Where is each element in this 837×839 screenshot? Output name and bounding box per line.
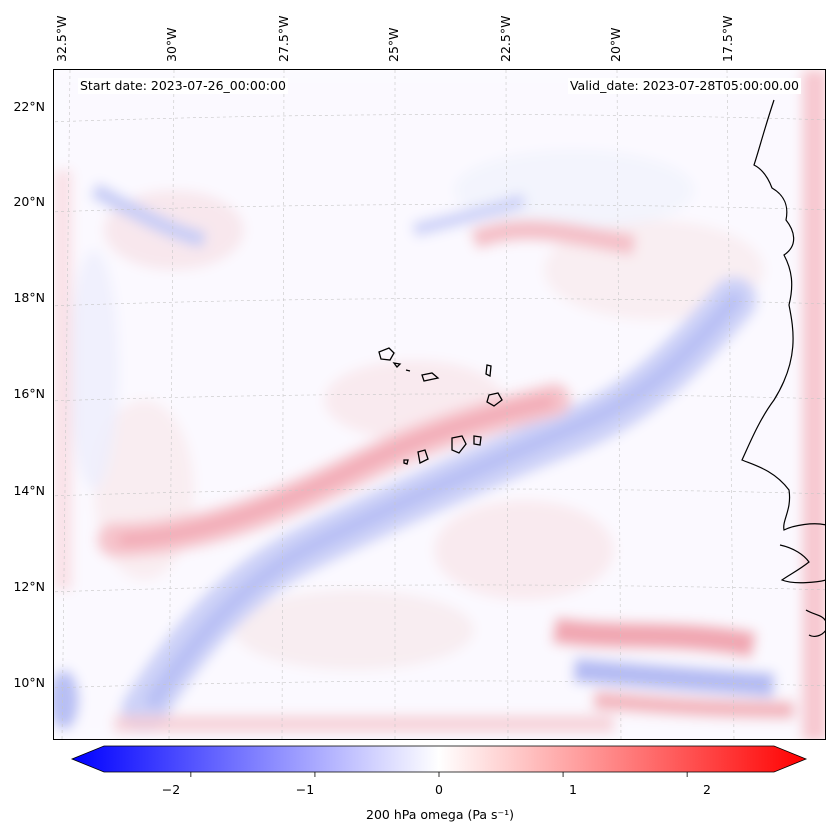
- map-frame[interactable]: [53, 69, 826, 740]
- lon-label-30w: 30°W: [164, 27, 179, 62]
- lat-label-10n: 10°N: [13, 675, 45, 690]
- lat-label-12n: 12°N: [13, 579, 45, 594]
- lon-label-25w: 25°W: [386, 27, 401, 62]
- colorbar-tick-2: 2: [703, 782, 711, 797]
- lat-label-14n: 14°N: [13, 483, 45, 498]
- lon-label-32-5w: 32.5°W: [54, 15, 69, 62]
- colorbar-bar: [70, 745, 808, 773]
- colorbar-tick-minus1: −1: [295, 782, 315, 797]
- omega-field: [54, 70, 825, 739]
- lon-label-27-5w: 27.5°W: [276, 15, 291, 62]
- lat-label-22n: 22°N: [13, 99, 45, 114]
- colorbar-ticks: [190, 772, 688, 777]
- start-date-label: Start date: 2023-07-26_00:00:00: [78, 78, 288, 94]
- valid-date-label: Valid_date: 2023-07-28T05:00:00.00: [567, 78, 801, 94]
- lat-label-20n: 20°N: [13, 194, 45, 209]
- lon-label-22-5w: 22.5°W: [498, 15, 513, 62]
- lon-label-20w: 20°W: [608, 27, 623, 62]
- lat-label-16n: 16°N: [13, 386, 45, 401]
- colorbar: [70, 745, 808, 777]
- coastline: [741, 99, 825, 637]
- cape-verde-islands: [378, 347, 503, 465]
- lat-label-18n: 18°N: [13, 290, 45, 305]
- colorbar-label: 200 hPa omega (Pa s⁻¹): [366, 807, 514, 822]
- omega-map: [54, 70, 825, 739]
- lon-label-17-5w: 17.5°W: [720, 15, 735, 62]
- colorbar-tick-minus2: −2: [161, 782, 181, 797]
- colorbar-tick-1: 1: [569, 782, 577, 797]
- colorbar-tick-0: 0: [435, 782, 443, 797]
- gridlines: [54, 70, 825, 739]
